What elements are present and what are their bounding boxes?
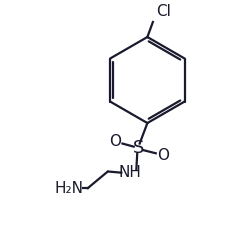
Text: S: S — [133, 139, 144, 157]
Text: H₂N: H₂N — [55, 181, 84, 196]
Text: Cl: Cl — [156, 4, 171, 19]
Text: O: O — [157, 148, 169, 163]
Text: O: O — [110, 134, 121, 149]
Text: NH: NH — [118, 165, 141, 180]
